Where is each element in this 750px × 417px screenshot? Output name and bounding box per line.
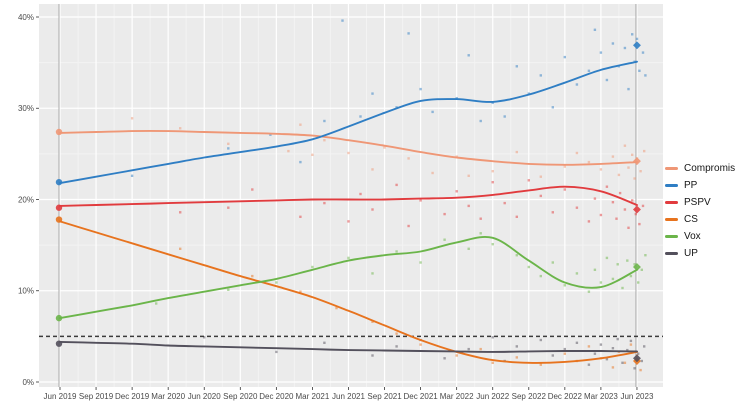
y-tick-label: 0% (22, 378, 34, 387)
trend-line-pp (59, 60, 638, 185)
x-tick-label: Sep 2020 (223, 392, 258, 401)
y-tick-label: 30% (18, 104, 34, 113)
trend-line-pspv (59, 185, 638, 207)
grid-major (39, 4, 663, 387)
legend-swatch-compromis (665, 167, 678, 170)
x-tick-label: Jun 2021 (332, 392, 365, 401)
x-tick-label: Dec 2021 (403, 392, 438, 401)
x-tick-label: Jun 2019 (44, 392, 77, 401)
x-tick-label: Mar 2020 (151, 392, 185, 401)
x-tick-label: Sep 2019 (79, 392, 114, 401)
poll-scatter-vox (155, 232, 647, 305)
legend-label-vox: Vox (684, 231, 701, 242)
election-markers-compromis (55, 128, 641, 166)
plot-panel (39, 4, 663, 387)
chart-legend: Compromis PP PSPV CS Vox UP (665, 160, 735, 262)
trend-line-up (59, 340, 638, 353)
election-markers-pspv (55, 204, 641, 214)
election-date-lines (58, 4, 637, 387)
legend-swatch-up (665, 252, 678, 255)
x-tick-label: Dec 2022 (548, 392, 583, 401)
legend-label-up: UP (684, 248, 698, 259)
election-markers-pp (55, 41, 641, 186)
x-tick-label: Jun 2022 (476, 392, 509, 401)
legend-label-compromis: Compromis (684, 163, 736, 174)
legend-item-pspv: PSPV (665, 194, 735, 211)
legend-item-pp: PP (665, 177, 735, 194)
election-markers-vox (55, 263, 641, 322)
x-tick-label: Mar 2023 (584, 392, 618, 401)
axis-labels: 0%10%20%30%40%Jun 2019 Sep 2019 Dec 2019 Ma… (18, 13, 654, 401)
poll-scatter-up (203, 336, 646, 370)
legend-swatch-pspv (665, 201, 678, 204)
x-tick-label: Sep 2022 (512, 392, 547, 401)
y-tick-label: 40% (18, 13, 34, 22)
trend-line-vox (59, 235, 638, 320)
legend-label-cs: CS (684, 214, 698, 225)
x-tick-label: Mar 2021 (296, 392, 330, 401)
trend-line-cs (59, 220, 638, 364)
x-tick-label: Jun 2020 (188, 392, 221, 401)
x-tick-label: Dec 2019 (115, 392, 150, 401)
legend-item-compromis: Compromis (665, 160, 735, 177)
legend-label-pp: PP (684, 180, 698, 191)
y-tick-label: 10% (18, 287, 34, 296)
legend-swatch-cs (665, 218, 678, 221)
legend-item-up: UP (665, 245, 735, 262)
x-tick-label: Mar 2022 (440, 392, 474, 401)
election-markers-up (55, 340, 641, 363)
grid-minor (39, 4, 663, 387)
legend-item-cs: CS (665, 211, 735, 228)
poll-scatter-pspv (179, 179, 645, 229)
legend-swatch-pp (665, 184, 678, 187)
legend-label-pspv: PSPV (684, 197, 711, 208)
trend-line-compromis (59, 130, 638, 166)
x-tick-label: Dec 2020 (259, 392, 294, 401)
legend-swatch-vox (665, 235, 678, 238)
x-tick-label: Sep 2021 (367, 392, 402, 401)
x-tick-label: Jun 2023 (620, 392, 653, 401)
legend-item-vox: Vox (665, 228, 735, 245)
y-tick-label: 20% (18, 195, 34, 204)
